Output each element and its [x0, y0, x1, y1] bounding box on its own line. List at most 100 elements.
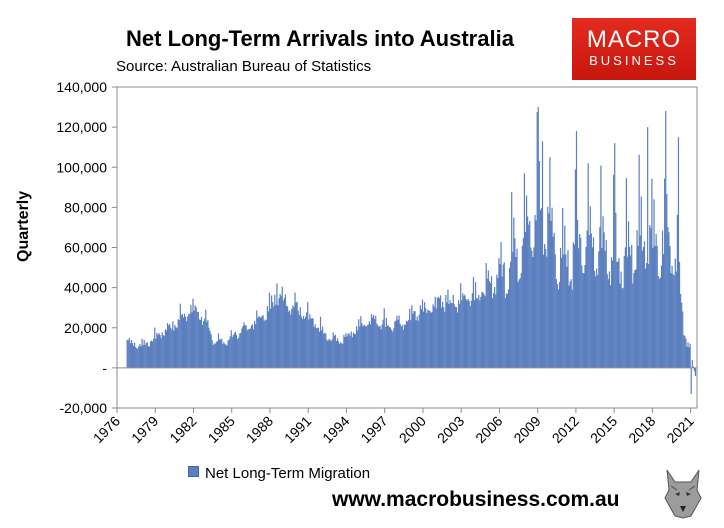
bar [520, 273, 522, 368]
bar [154, 327, 156, 368]
bar [235, 335, 238, 368]
bar [478, 294, 480, 368]
bar [139, 344, 141, 368]
bar [644, 268, 647, 368]
bar [252, 329, 255, 368]
bar [505, 293, 507, 368]
bar [455, 307, 458, 368]
bar [194, 305, 196, 368]
bar [145, 342, 147, 368]
bar [524, 231, 527, 368]
bar [619, 283, 621, 368]
bar [291, 308, 293, 368]
bar [157, 334, 159, 368]
bar [460, 283, 462, 368]
bar [415, 320, 417, 368]
bar [693, 367, 695, 372]
bar [240, 332, 242, 368]
bar [375, 315, 377, 368]
bar [624, 247, 626, 368]
macrobusiness-logo[interactable]: MACRO BUSINESS [572, 18, 696, 80]
bar [217, 333, 220, 368]
bar [427, 309, 429, 368]
bar [246, 330, 248, 368]
bar [177, 319, 179, 368]
bar [258, 316, 260, 368]
bar [184, 316, 187, 368]
bar [522, 238, 524, 368]
bar [454, 306, 456, 368]
bar [339, 343, 341, 368]
bar [274, 294, 276, 368]
bar [331, 339, 333, 368]
bar [269, 308, 272, 368]
bar [627, 221, 630, 368]
legend: Net Long-Term Migration [188, 465, 370, 482]
bar [196, 311, 198, 368]
bar [688, 347, 690, 368]
bar [481, 292, 483, 368]
bar [144, 344, 146, 368]
bar [457, 300, 460, 368]
x-tick-label: 2015 [587, 413, 620, 446]
bar [164, 329, 167, 368]
bar [625, 178, 628, 368]
bar [643, 241, 646, 368]
bar [200, 317, 203, 368]
bar [447, 289, 449, 368]
bar [585, 247, 587, 368]
bar [595, 276, 597, 368]
bar [620, 271, 622, 368]
bar [474, 282, 477, 368]
bar [558, 281, 561, 368]
bar [379, 325, 381, 368]
bar [259, 317, 261, 368]
x-tick-label: 2021 [663, 413, 696, 446]
bar [539, 210, 541, 368]
bar [256, 310, 258, 368]
bar [400, 326, 402, 368]
bar [590, 233, 592, 368]
bar [150, 340, 153, 368]
bar [494, 286, 496, 368]
bar [482, 292, 484, 368]
bar [155, 338, 157, 368]
bar [599, 227, 601, 368]
bar [189, 314, 191, 368]
bar [682, 311, 684, 368]
bar [279, 294, 281, 368]
bar [635, 269, 637, 368]
y-tick-label: 140,000 [56, 79, 107, 95]
bar [242, 326, 244, 368]
bar [220, 339, 222, 368]
bar [518, 279, 520, 368]
bar [476, 298, 478, 368]
bar [421, 299, 424, 368]
bar [527, 216, 529, 368]
footer-url[interactable]: www.macrobusiness.com.au [332, 488, 620, 511]
bar [607, 279, 609, 368]
bar [442, 301, 444, 368]
bar [622, 287, 624, 368]
bar [366, 325, 368, 368]
bar [666, 194, 668, 368]
bar [467, 298, 469, 368]
bar [175, 327, 177, 368]
bar [431, 312, 433, 368]
bar [605, 240, 607, 368]
bar [677, 137, 680, 368]
bar [396, 315, 398, 368]
bar [163, 335, 165, 368]
bar [686, 346, 688, 368]
bar [358, 319, 360, 368]
bar [213, 343, 215, 368]
bar [496, 274, 498, 368]
bar [435, 308, 437, 368]
bar [545, 249, 547, 368]
bar [156, 333, 158, 368]
bar [224, 343, 226, 368]
bar [264, 319, 266, 368]
bar [317, 327, 319, 368]
bar [555, 279, 557, 368]
